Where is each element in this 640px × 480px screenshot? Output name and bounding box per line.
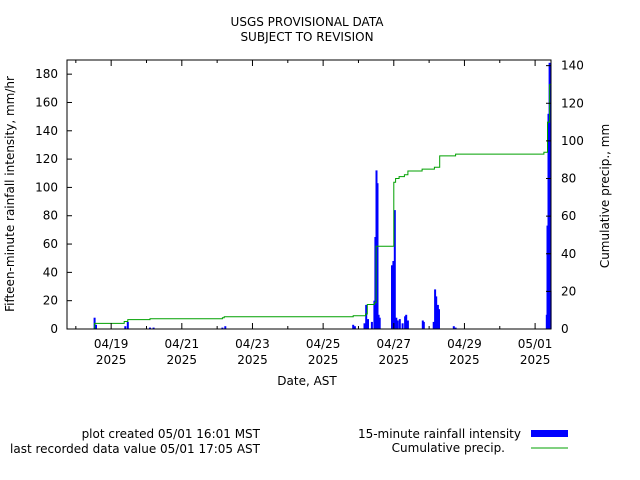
x-tick-label: 04/25 [306,337,341,351]
x-tick-label: 04/19 [94,337,129,351]
x-tick-year: 2025 [167,353,198,367]
intensity-bar [396,320,399,329]
x-tick-year: 2025 [449,353,480,367]
x-tick-label: 04/21 [165,337,200,351]
y2-tick-label: 0 [561,322,569,336]
last-recorded-note: last recorded data value 05/01 17:05 AST [10,442,261,456]
y-tick-label: 180 [35,67,58,81]
intensity-bar [124,326,127,329]
x-tick-label: 05/01 [518,337,553,351]
x-axis-label: Date, AST [277,374,337,388]
x-tick-year: 2025 [520,353,551,367]
intensity-bar [454,327,457,329]
intensity-bar [391,265,393,329]
y2-tick-label: 120 [561,96,584,110]
y-tick-label: 120 [35,152,58,166]
intensity-bar [392,261,395,329]
chart-title-line-1: USGS PROVISIONAL DATA [231,15,385,29]
intensity-bar [367,319,369,329]
y-tick-label: 100 [35,180,58,194]
y-axis-label: Fifteen-minute rainfall intensity, mm/hr [3,76,17,312]
intensity-bar [452,326,455,329]
intensity-bar [435,296,438,329]
intensity-bar [376,183,379,329]
intensity-bar [95,324,97,329]
intensity-bar [363,323,366,329]
y-tick-label: 160 [35,95,58,109]
legend-swatch-intensity [531,430,568,437]
intensity-bar [401,323,404,329]
intensity-bar [378,317,381,329]
intensity-bar [221,327,224,329]
intensity-bar [405,314,408,329]
intensity-bar [547,113,550,329]
intensity-bar [370,321,373,329]
y-tick-label: 0 [50,322,58,336]
x-tick-label: 04/29 [447,337,482,351]
plot-created-note: plot created 05/01 16:01 MST [82,427,261,441]
intensity-bar [395,317,398,329]
x-tick-label: 04/27 [376,337,411,351]
intensity-bar [126,321,129,329]
intensity-bar [353,326,356,329]
intensity-bar [436,304,439,329]
y2-tick-label: 100 [561,134,584,148]
plot-frame [66,59,552,330]
cumulative-precip-line [67,61,552,330]
intensity-bar [422,321,425,329]
y-tick-label: 80 [43,209,58,223]
legend-label-intensity: 15-minute rainfall intensity [358,427,521,441]
y2-tick-label: 80 [561,172,576,186]
intensity-bar [374,237,377,329]
y2-tick-label: 140 [561,59,584,73]
intensity-bar [224,326,227,329]
intensity-bar [365,304,368,329]
intensity-bar [393,210,396,329]
intensity-bar [377,314,380,329]
intensity-bar [152,327,155,329]
legend-label-cumulative: Cumulative precip. [392,441,505,455]
y2-tick-label: 40 [561,247,576,261]
intensity-bar [438,309,440,329]
intensity-bar [434,289,437,329]
intensity-bar [432,321,435,329]
y2-tick-label: 20 [561,284,576,298]
chart-title-line-2: SUBJECT TO REVISION [240,30,373,44]
y2-tick-label: 60 [561,209,576,223]
x-tick-year: 2025 [237,353,268,367]
y-tick-label: 20 [43,294,58,308]
y-tick-label: 140 [35,124,58,138]
intensity-bar [352,324,355,329]
intensity-bar [404,316,407,329]
y2-axis-label: Cumulative precip., mm [598,124,612,268]
plot-axes: 0 20 40 60 80 100 120 140 160 180 0 20 40 60 80 100 120 1… [35,59,584,367]
x-tick-year: 2025 [379,353,410,367]
intensity-bar [398,319,401,329]
x-tick-label: 04/23 [235,337,270,351]
x-tick-year: 2025 [96,353,127,367]
x-tick-year: 2025 [308,353,339,367]
intensity-bar [548,62,551,330]
intensity-bar [406,320,409,329]
y-tick-label: 40 [43,265,58,279]
y-tick-label: 60 [43,237,58,251]
plot-marks [67,61,552,330]
intensity-bar [149,327,151,329]
